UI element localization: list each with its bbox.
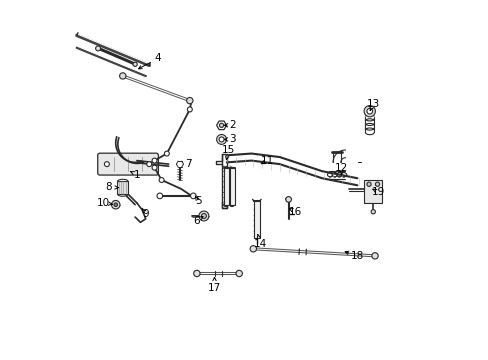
Text: 18: 18 (350, 251, 363, 261)
Circle shape (190, 193, 196, 199)
Text: 13: 13 (366, 99, 379, 109)
Text: 5: 5 (195, 196, 202, 206)
Text: 10: 10 (97, 198, 110, 208)
Circle shape (186, 98, 193, 104)
Circle shape (199, 211, 208, 221)
Circle shape (114, 203, 117, 207)
Circle shape (104, 162, 109, 167)
Circle shape (193, 270, 200, 277)
Text: 16: 16 (288, 207, 302, 217)
Circle shape (236, 270, 242, 277)
Circle shape (187, 107, 192, 112)
Text: 17: 17 (207, 283, 221, 293)
Text: 3: 3 (228, 134, 235, 144)
Circle shape (164, 151, 169, 156)
Circle shape (366, 108, 372, 114)
Circle shape (250, 246, 256, 252)
Text: 15: 15 (222, 145, 235, 155)
Circle shape (366, 182, 370, 186)
Circle shape (370, 210, 375, 214)
Text: 14: 14 (253, 239, 266, 248)
Circle shape (146, 162, 151, 167)
Circle shape (364, 105, 375, 117)
Bar (117, 181, 128, 194)
Bar (223, 168, 228, 205)
Bar (253, 201, 259, 238)
FancyBboxPatch shape (98, 153, 158, 175)
Circle shape (120, 73, 126, 79)
Circle shape (159, 177, 164, 183)
Text: 4: 4 (154, 53, 161, 63)
Text: 11: 11 (260, 156, 273, 166)
Circle shape (157, 193, 163, 199)
Circle shape (371, 253, 377, 259)
Text: 9: 9 (142, 208, 149, 219)
Circle shape (201, 213, 206, 219)
Circle shape (219, 123, 223, 127)
Bar (364, 180, 381, 203)
Text: 2: 2 (228, 120, 235, 130)
Circle shape (152, 165, 157, 170)
Circle shape (96, 46, 101, 51)
Bar (229, 168, 234, 205)
Circle shape (375, 182, 379, 186)
Text: 12: 12 (334, 163, 347, 173)
Text: 1: 1 (133, 170, 140, 180)
Circle shape (216, 135, 226, 144)
Text: 6: 6 (193, 216, 200, 226)
Circle shape (152, 158, 157, 163)
Text: 7: 7 (184, 159, 191, 169)
Text: 19: 19 (371, 187, 385, 197)
Circle shape (133, 62, 137, 66)
Circle shape (219, 137, 224, 142)
Circle shape (285, 197, 291, 202)
Text: 8: 8 (105, 182, 112, 192)
Circle shape (111, 201, 120, 209)
